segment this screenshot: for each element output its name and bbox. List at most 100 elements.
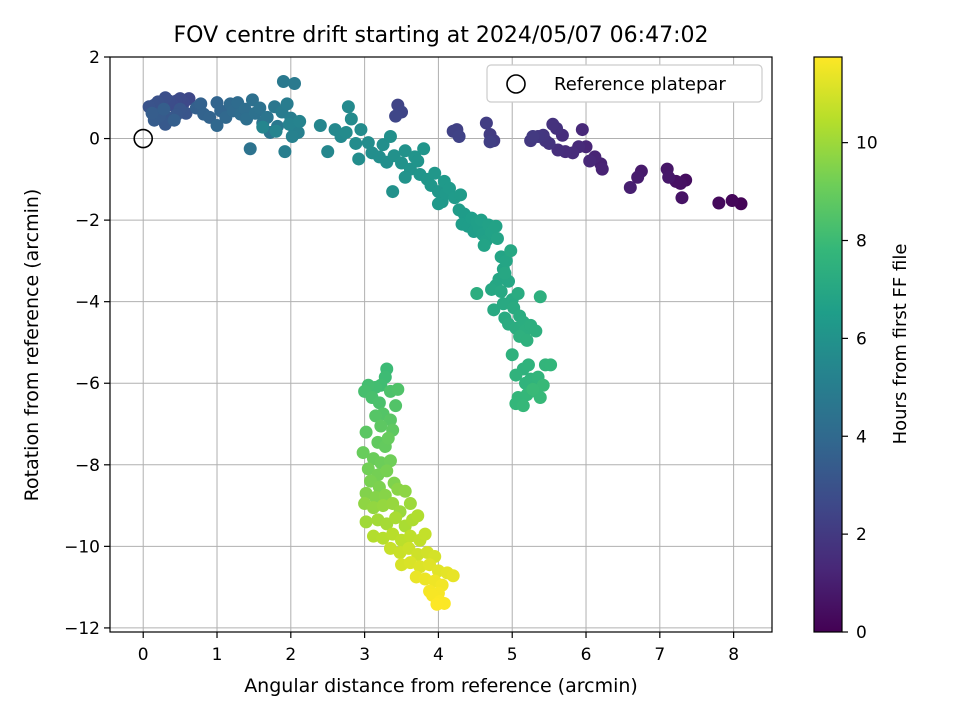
data-point [282, 117, 296, 131]
data-point [430, 597, 444, 611]
data-point [452, 130, 466, 144]
data-point [167, 113, 181, 127]
data-point [520, 333, 534, 347]
data-point [477, 238, 491, 252]
data-point [389, 399, 403, 413]
data-point [725, 194, 739, 208]
y-tick-label: −6 [75, 374, 100, 394]
data-point [487, 303, 501, 317]
data-point [354, 123, 368, 137]
y-tick-label: −4 [75, 293, 100, 313]
data-point [662, 170, 676, 184]
colorbar-gradient [813, 56, 843, 633]
data-point [494, 284, 508, 298]
data-point [479, 116, 493, 130]
data-point [361, 462, 375, 476]
data-point [256, 120, 270, 134]
data-point [210, 119, 224, 133]
data-point [526, 130, 540, 144]
data-point [361, 136, 375, 150]
data-point [359, 515, 373, 529]
x-tick-label: 0 [138, 645, 149, 665]
x-tick-label: 2 [285, 645, 296, 665]
data-point [575, 123, 589, 137]
data-point [389, 511, 403, 525]
data-point [411, 509, 425, 523]
data-point [352, 152, 366, 166]
legend-box [486, 64, 763, 103]
data-point [631, 170, 645, 184]
data-point [383, 130, 397, 144]
legend-marker [506, 74, 526, 94]
plot-frame [109, 56, 773, 633]
data-point [372, 396, 386, 410]
x-tick-label: 8 [728, 645, 739, 665]
legend-label: Reference platepar [554, 74, 726, 95]
data-point [712, 196, 726, 210]
grid-lines [110, 56, 772, 632]
x-tick-label: 5 [507, 645, 518, 665]
data-point [145, 106, 159, 120]
data-point [498, 266, 512, 280]
colorbar-tick-label: 0 [856, 623, 867, 643]
data-point [243, 142, 257, 156]
data-point [278, 145, 292, 159]
data-point [446, 569, 460, 583]
data-point [544, 358, 558, 372]
colorbar: 0 2 4 6 8 10 Hours from first FF file [813, 56, 911, 643]
data-point [369, 409, 383, 423]
colorbar-ticks: 0 2 4 6 8 10 [842, 134, 878, 643]
legend: Reference platepar [486, 64, 763, 103]
data-point [374, 419, 388, 433]
data-point [511, 287, 525, 301]
data-point [431, 197, 445, 211]
data-point [411, 154, 425, 168]
data-point [533, 290, 547, 304]
data-point [391, 382, 405, 396]
reference-platepar-marker [133, 128, 154, 149]
x-tick-label: 7 [654, 645, 665, 665]
data-point [403, 497, 417, 511]
data-point [380, 464, 394, 478]
colorbar-tick-label: 2 [856, 525, 867, 545]
data-point [398, 170, 412, 184]
data-point [238, 102, 252, 116]
colorbar-tick-label: 10 [856, 134, 878, 154]
data-point [313, 119, 327, 133]
scatter-points [142, 74, 748, 611]
x-tick-label: 6 [581, 645, 592, 665]
y-tick-label: −12 [64, 619, 100, 639]
data-point [269, 124, 283, 138]
data-point [516, 399, 530, 413]
data-point [496, 297, 510, 311]
data-point [489, 219, 503, 233]
x-axis-ticks: 0 1 2 3 4 5 6 7 8 [138, 632, 739, 665]
data-point [398, 144, 412, 158]
data-point [546, 117, 560, 131]
data-point [356, 446, 370, 460]
data-point [389, 109, 403, 123]
data-point [386, 185, 400, 199]
data-point [418, 527, 432, 541]
data-point [499, 254, 513, 268]
data-point [383, 413, 397, 427]
data-point [293, 114, 307, 128]
data-point [526, 382, 540, 396]
y-tick-label: −10 [64, 537, 100, 557]
data-point [428, 166, 442, 180]
y-tick-label: −2 [75, 211, 100, 231]
data-point [321, 145, 335, 159]
data-point [194, 97, 208, 111]
data-point [339, 125, 353, 139]
data-point [595, 162, 609, 176]
y-tick-label: −8 [75, 456, 100, 476]
data-point [381, 431, 395, 445]
colorbar-tick-label: 4 [856, 427, 867, 447]
data-point [288, 77, 302, 91]
data-point [349, 136, 363, 150]
x-tick-label: 4 [433, 645, 444, 665]
chart-title: FOV centre drift starting at 2024/05/07 … [174, 23, 709, 48]
data-point [583, 154, 597, 168]
data-point [470, 287, 484, 301]
